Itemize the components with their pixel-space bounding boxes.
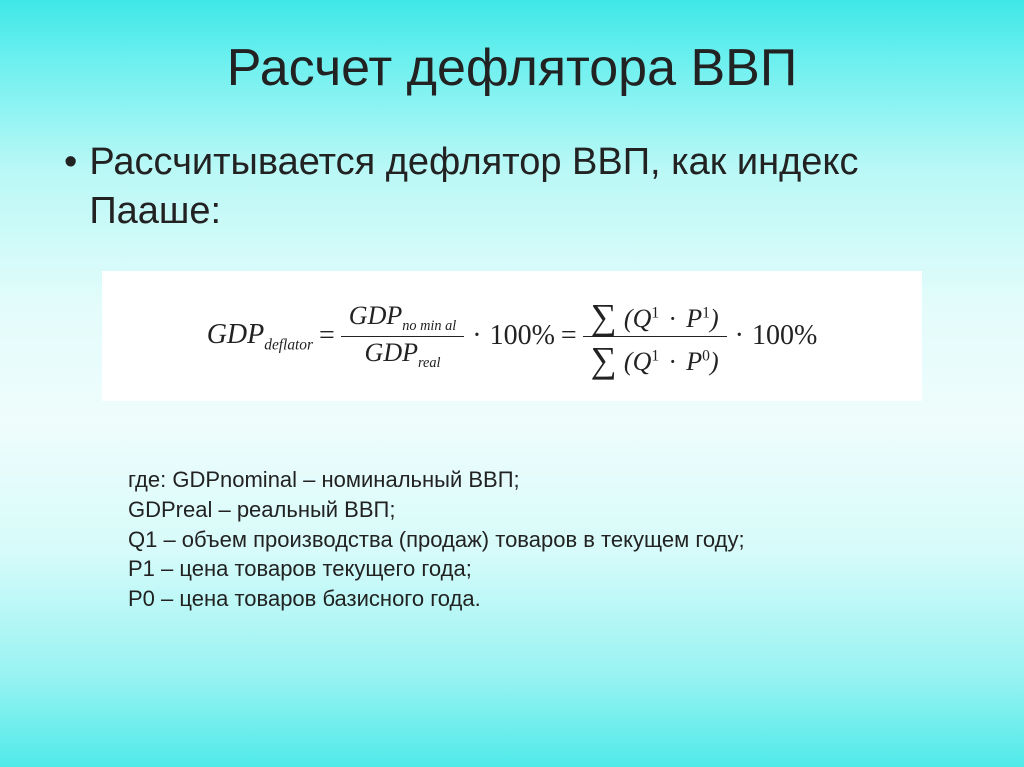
rp-bot: ) bbox=[710, 347, 719, 376]
percent-1: 100% bbox=[490, 320, 555, 352]
frac1-num-var: GDP bbox=[349, 301, 402, 330]
legend-line-3: Q1 – объем производства (продаж) товаров… bbox=[128, 525, 1024, 555]
equals-2: = bbox=[561, 320, 577, 352]
mid-dot-bot: · bbox=[666, 347, 679, 376]
frac1-den-sub: real bbox=[418, 355, 441, 371]
p-top: P bbox=[686, 304, 702, 333]
fraction-1: GDPno min al GDPreal bbox=[341, 300, 464, 373]
frac2-num: ∑ (Q1 · P1) bbox=[583, 294, 727, 336]
legend: где: GDPnominal – номинальный ВВП; GDPre… bbox=[128, 465, 1024, 613]
q-bot: Q bbox=[633, 347, 652, 376]
legend-line-5: P0 – цена товаров базисного года. bbox=[128, 584, 1024, 614]
p-bot-exp: 0 bbox=[702, 347, 710, 364]
lhs-sub: deflator bbox=[264, 337, 313, 354]
lp-bot: ( bbox=[624, 347, 633, 376]
frac1-num-sub: no min al bbox=[402, 318, 456, 334]
lead-block: • Рассчитывается дефлятор ВВП, как индек… bbox=[64, 138, 944, 235]
slide-title: Расчет дефлятора ВВП bbox=[0, 0, 1024, 98]
dot-1: · bbox=[470, 320, 483, 352]
equals-1: = bbox=[319, 320, 335, 352]
q-bot-exp: 1 bbox=[651, 347, 659, 364]
frac2-den: ∑ (Q1 · P0) bbox=[583, 337, 727, 379]
lead-text: Рассчитывается дефлятор ВВП, как индекс … bbox=[89, 138, 944, 235]
p-top-exp: 1 bbox=[702, 304, 710, 321]
lhs-var: GDP bbox=[207, 319, 265, 350]
q-top-exp: 1 bbox=[651, 304, 659, 321]
mid-dot-top: · bbox=[666, 304, 679, 333]
percent-2: 100% bbox=[752, 320, 817, 352]
bullet-icon: • bbox=[64, 140, 77, 186]
legend-line-1: где: GDPnominal – номинальный ВВП; bbox=[128, 465, 1024, 495]
sum-top: ∑ bbox=[591, 297, 617, 337]
lp-top: ( bbox=[624, 304, 633, 333]
sum-bot: ∑ bbox=[591, 340, 617, 380]
legend-line-2: GDPreal – реальный ВВП; bbox=[128, 495, 1024, 525]
legend-line-4: P1 – цена товаров текущего года; bbox=[128, 554, 1024, 584]
frac1-den-var: GDP bbox=[365, 338, 418, 367]
rp-top: ) bbox=[710, 304, 719, 333]
p-bot: P bbox=[686, 347, 702, 376]
frac1-num: GDPno min al bbox=[341, 300, 464, 336]
formula: GDPdeflator = GDPno min al GDPreal · 100… bbox=[207, 294, 818, 379]
bullet-row: • Рассчитывается дефлятор ВВП, как индек… bbox=[64, 138, 944, 235]
slide: Расчет дефлятора ВВП • Рассчитывается де… bbox=[0, 0, 1024, 767]
frac1-den: GDPreal bbox=[357, 337, 449, 373]
dot-2: · bbox=[733, 320, 746, 352]
fraction-2: ∑ (Q1 · P1) ∑ (Q1 · P0) bbox=[583, 294, 727, 379]
formula-lhs: GDPdeflator bbox=[207, 318, 313, 355]
formula-box: GDPdeflator = GDPno min al GDPreal · 100… bbox=[102, 271, 922, 401]
q-top: Q bbox=[633, 304, 652, 333]
